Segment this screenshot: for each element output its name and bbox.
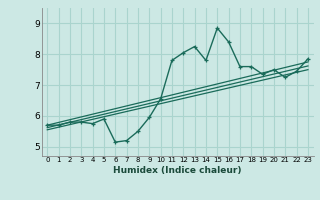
X-axis label: Humidex (Indice chaleur): Humidex (Indice chaleur) bbox=[113, 166, 242, 175]
